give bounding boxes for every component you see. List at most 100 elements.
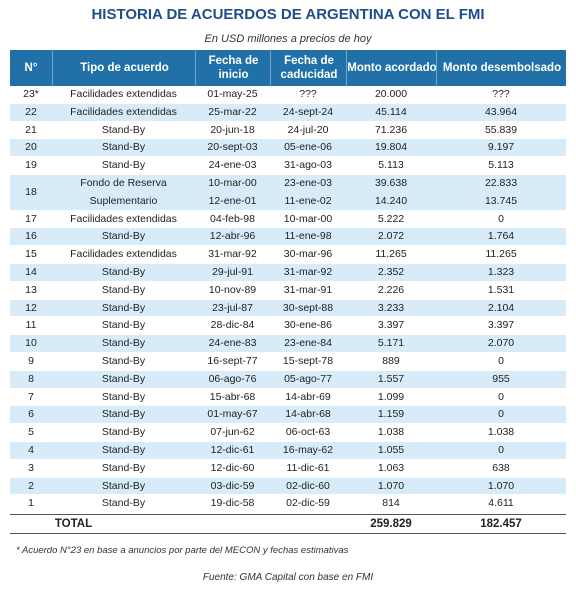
cell: 11.265: [485, 248, 517, 261]
row-bg: [10, 264, 566, 282]
cell: 71.236: [374, 123, 408, 136]
cell: 05-ago-77: [284, 372, 332, 385]
cell: 4.611: [488, 497, 514, 510]
cell: Fondo de Reserva: [80, 177, 167, 189]
cell: 0: [498, 408, 504, 421]
cell: 1.159: [377, 408, 405, 421]
cell: 2.104: [487, 301, 515, 314]
source: Fuente: GMA Capital con base en FMI: [202, 572, 374, 583]
row-number: 10: [25, 337, 37, 350]
cell: 23-ene-03: [284, 177, 332, 189]
cell: Stand-By: [101, 444, 146, 456]
cell: ???: [299, 88, 317, 100]
subtitle: En USD millones a precios de hoy: [204, 33, 372, 45]
cell: 02-dic-60: [286, 479, 330, 492]
total-acordado: 259.829: [370, 518, 412, 531]
cell: 12-abr-96: [209, 230, 256, 243]
cell: 20.000: [374, 88, 408, 100]
row-number: 18: [25, 186, 37, 198]
total-bottom-line: [10, 533, 566, 535]
cell: 9.197: [487, 141, 515, 154]
cell: 20-sept-03: [207, 141, 258, 154]
cell: Stand-By: [101, 479, 146, 492]
cell: 11-ene-98: [284, 230, 332, 243]
cell: 0: [498, 390, 504, 403]
total-label: TOTAL: [54, 518, 93, 531]
cell: Suplementario: [89, 194, 158, 207]
cell: 1.323: [487, 266, 515, 278]
cell: 20-jun-18: [210, 123, 255, 136]
cell: 1.070: [377, 479, 405, 492]
cell: 05-ene-06: [284, 141, 332, 154]
row-bg: [10, 103, 566, 122]
cell: Stand-By: [101, 390, 146, 403]
row-bg: [10, 210, 566, 229]
cell: 12-ene-01: [208, 194, 257, 207]
row-number: 23*: [23, 88, 39, 100]
row-number: 14: [25, 266, 37, 278]
cell: 10-mar-00: [283, 212, 333, 225]
header-bg: [10, 50, 566, 86]
cell: Stand-By: [101, 301, 146, 314]
row-bg: [10, 175, 566, 211]
cell: 11.265: [375, 248, 407, 261]
cell: 31-mar-92: [283, 266, 333, 278]
cell: 04-feb-98: [210, 212, 255, 225]
cell: Stand-By: [101, 230, 146, 243]
cell: 45.114: [375, 105, 407, 118]
row-number: 16: [25, 230, 37, 243]
cell: 23-jul-87: [212, 301, 253, 314]
row-number: 13: [25, 283, 37, 296]
cell: 14-abr-68: [285, 408, 331, 421]
cell: 5.171: [377, 337, 405, 350]
cell: 2.226: [377, 283, 405, 296]
cell: 0: [498, 355, 504, 367]
row-bg: [10, 121, 566, 140]
cell: Facilidades extendidas: [70, 105, 177, 118]
header-cell: Monto acordado: [346, 50, 437, 86]
cell: Stand-By: [101, 426, 146, 439]
cell: 29-jul-91: [212, 266, 253, 278]
cell: 638: [492, 461, 510, 474]
cell: 11-dic-61: [286, 461, 330, 474]
cell: Stand-By: [101, 408, 146, 421]
cell: Facilidades extendidas: [70, 88, 177, 100]
cell: 889: [382, 355, 400, 367]
cell: 12-dic-60: [210, 461, 255, 474]
row-bg: [10, 228, 566, 247]
cell: 25-mar-22: [208, 105, 257, 118]
cell: 14-abr-69: [285, 390, 331, 403]
cell: Stand-By: [101, 141, 146, 154]
cell: Facilidades extendidas: [70, 212, 177, 225]
row-bg: [10, 335, 566, 353]
cell: 22.833: [484, 177, 518, 189]
row-number: 15: [25, 248, 37, 261]
total-desembolsado: 182.457: [480, 518, 522, 531]
row-bg: [10, 281, 566, 300]
cell: 10-nov-89: [208, 283, 257, 296]
cell: 30-mar-96: [283, 248, 333, 261]
cell: 1.764: [487, 230, 515, 243]
cell: Stand-By: [101, 337, 146, 350]
cell: 5.222: [377, 212, 405, 225]
row-number: 17: [25, 212, 37, 225]
cell: 5.113: [378, 159, 404, 172]
cell: 24-jul-20: [287, 123, 329, 136]
row-number: 6: [28, 408, 34, 421]
row-number: 3: [28, 461, 34, 474]
row-number: 19: [25, 159, 37, 172]
row-bg: [10, 353, 566, 371]
cell: 01-may-67: [207, 408, 258, 421]
row-bg: [10, 459, 566, 478]
cell: 15-sept-78: [282, 355, 334, 367]
cell: 2.070: [487, 337, 515, 350]
cell: 31-mar-91: [283, 283, 333, 296]
cell: 23-ene-84: [284, 337, 332, 350]
cell: Facilidades extendidas: [70, 248, 177, 261]
header-cell: Fecha de inicio: [195, 50, 271, 86]
cell: 19.804: [374, 141, 408, 154]
cell: 1.055: [377, 444, 405, 456]
cell: 06-ago-76: [208, 372, 257, 385]
cell: 1.063: [377, 461, 405, 474]
cell: 1.038: [377, 426, 405, 439]
